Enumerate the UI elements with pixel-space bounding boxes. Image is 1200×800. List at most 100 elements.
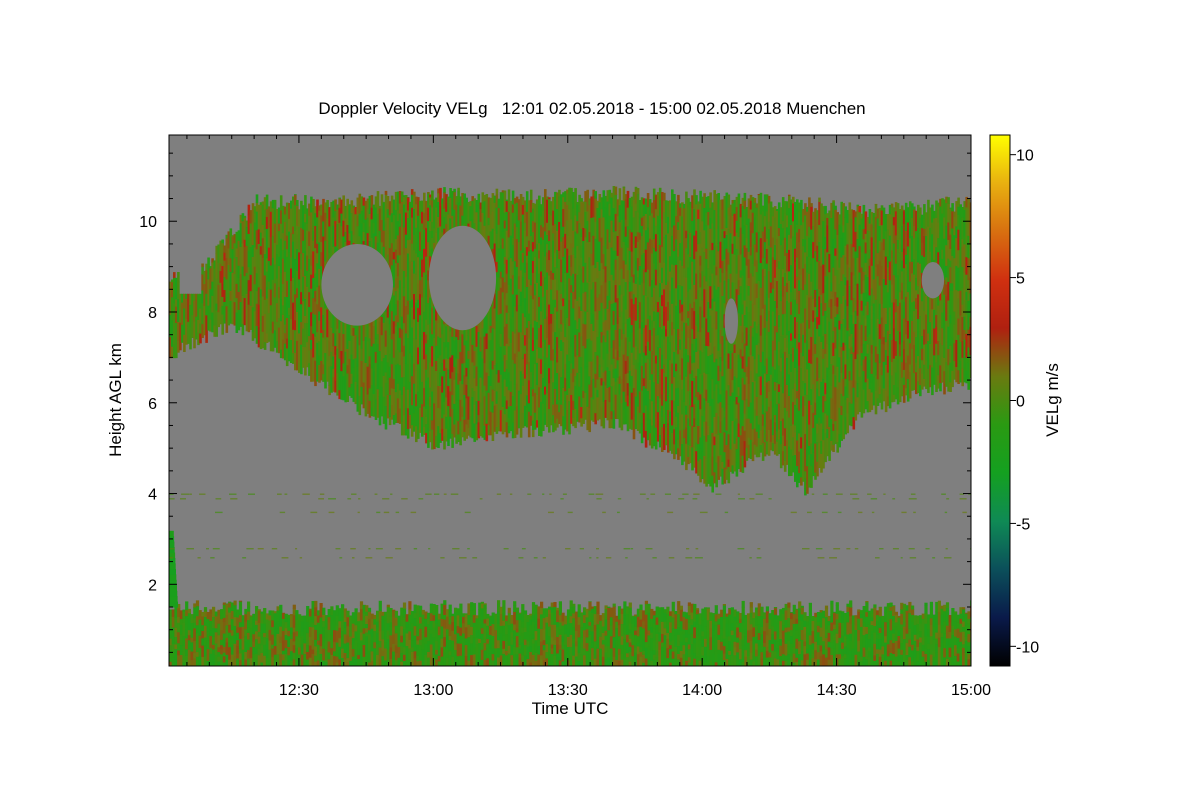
cloud-echo-cell xyxy=(352,376,356,402)
cloud-echo-cell xyxy=(171,346,174,359)
cloud-echo-cell xyxy=(320,360,323,381)
boundary-layer-cell xyxy=(833,639,837,649)
boundary-layer-cell xyxy=(362,619,366,625)
boundary-layer-cell xyxy=(456,614,460,627)
noise-streak xyxy=(692,498,698,500)
boundary-layer-cell xyxy=(859,613,864,619)
boundary-layer-cell xyxy=(497,618,501,624)
boundary-layer-cell xyxy=(386,630,390,640)
boundary-layer-cell xyxy=(526,630,530,642)
boundary-layer-cell xyxy=(518,648,522,654)
boundary-layer-cell xyxy=(833,635,837,641)
boundary-layer-cell xyxy=(521,654,525,662)
cloud-echo-cell xyxy=(322,198,325,222)
cloud-echo-cell xyxy=(404,212,408,235)
cloud-echo-cell xyxy=(209,319,212,332)
boundary-layer-cell xyxy=(311,649,315,654)
cloud-echo-cell xyxy=(312,199,315,209)
cloud-echo-cell xyxy=(279,272,283,300)
cloud-echo-cell xyxy=(261,296,265,316)
cloud-echo-cell xyxy=(394,249,398,264)
cloud-echo-cell xyxy=(332,377,335,392)
boundary-layer-cell xyxy=(876,648,880,654)
noise-streak xyxy=(169,557,173,559)
cloud-echo-cell xyxy=(402,270,406,288)
boundary-layer-cell xyxy=(558,622,562,629)
cloud-echo-cell xyxy=(310,238,313,256)
cloud-echo-cell xyxy=(366,198,370,200)
boundary-layer-cell xyxy=(287,617,291,627)
boundary-layer-cell xyxy=(897,640,901,649)
boundary-layer-cell xyxy=(341,643,345,649)
boundary-layer-cell xyxy=(531,643,536,655)
boundary-layer-cell xyxy=(959,655,963,666)
cloud-echo-cell xyxy=(408,381,412,392)
boundary-layer-cell xyxy=(308,610,312,617)
boundary-layer-cell xyxy=(687,602,691,606)
boundary-layer-cell xyxy=(580,626,584,633)
cloud-echo-cell xyxy=(257,286,261,305)
boundary-layer-cell xyxy=(408,614,412,623)
cloud-echo-cell xyxy=(419,325,422,352)
boundary-layer-cell xyxy=(900,613,904,625)
cloud-echo-cell xyxy=(290,256,293,269)
boundary-layer-cell xyxy=(515,607,519,613)
boundary-layer-cell xyxy=(838,610,842,613)
boundary-layer-cell xyxy=(593,654,597,659)
cloud-echo-cell xyxy=(281,339,285,359)
cloud-echo-cell xyxy=(360,386,364,405)
boundary-layer-cell xyxy=(534,652,538,661)
boundary-layer-cell xyxy=(859,626,864,632)
boundary-layer-cell xyxy=(679,605,683,610)
cloud-echo-cell xyxy=(410,207,414,218)
boundary-layer-cell xyxy=(357,643,361,650)
boundary-layer-cell xyxy=(704,662,708,666)
cloud-echo-cell xyxy=(348,232,351,241)
cloud-echo-cell xyxy=(338,222,341,252)
boundary-layer-cell xyxy=(835,613,839,620)
cloud-echo-cell xyxy=(408,312,412,327)
boundary-layer-cell xyxy=(714,620,718,626)
cloud-echo-cell xyxy=(425,343,428,355)
cloud-echo-cell xyxy=(292,241,295,257)
boundary-layer-cell xyxy=(650,618,654,628)
boundary-layer-cell xyxy=(195,600,200,607)
boundary-layer-cell xyxy=(378,658,382,666)
boundary-layer-cell xyxy=(187,639,191,650)
boundary-layer-cell xyxy=(362,627,366,634)
cloud-echo-cell xyxy=(257,228,261,244)
boundary-layer-cell xyxy=(451,630,455,641)
boundary-layer-cell xyxy=(236,645,240,654)
boundary-layer-cell xyxy=(209,609,213,614)
boundary-layer-cell xyxy=(900,602,904,604)
cloud-echo-cell xyxy=(404,389,408,409)
boundary-layer-cell xyxy=(663,643,667,656)
boundary-layer-cell xyxy=(510,623,514,633)
cloud-echo-cell xyxy=(425,423,428,434)
boundary-layer-cell xyxy=(319,653,323,666)
cloud-echo-cell xyxy=(277,265,281,288)
boundary-layer-cell xyxy=(212,644,216,650)
boundary-layer-cell xyxy=(679,630,683,642)
cloud-echo-cell xyxy=(181,302,184,325)
boundary-layer-cell xyxy=(300,635,304,645)
boundary-layer-cell xyxy=(913,640,917,649)
boundary-layer-cell xyxy=(948,647,952,658)
boundary-layer-cell xyxy=(265,649,269,658)
boundary-layer-cell xyxy=(803,641,807,647)
boundary-layer-cell xyxy=(755,655,759,666)
boundary-layer-cell xyxy=(499,625,503,634)
cloud-echo-cell xyxy=(269,265,273,290)
cloud-echo-cell xyxy=(344,218,347,232)
boundary-layer-cell xyxy=(518,657,522,666)
boundary-layer-cell xyxy=(203,637,208,646)
boundary-layer-cell xyxy=(521,604,525,614)
boundary-layer-cell xyxy=(445,616,450,630)
cloud-echo-cell xyxy=(435,197,438,208)
boundary-layer-cell xyxy=(515,619,519,629)
cloud-echo-cell xyxy=(388,353,392,367)
noise-streak xyxy=(821,511,828,514)
boundary-layer-cell xyxy=(351,623,355,632)
boundary-layer-cell xyxy=(324,627,329,641)
boundary-layer-cell xyxy=(400,614,404,627)
